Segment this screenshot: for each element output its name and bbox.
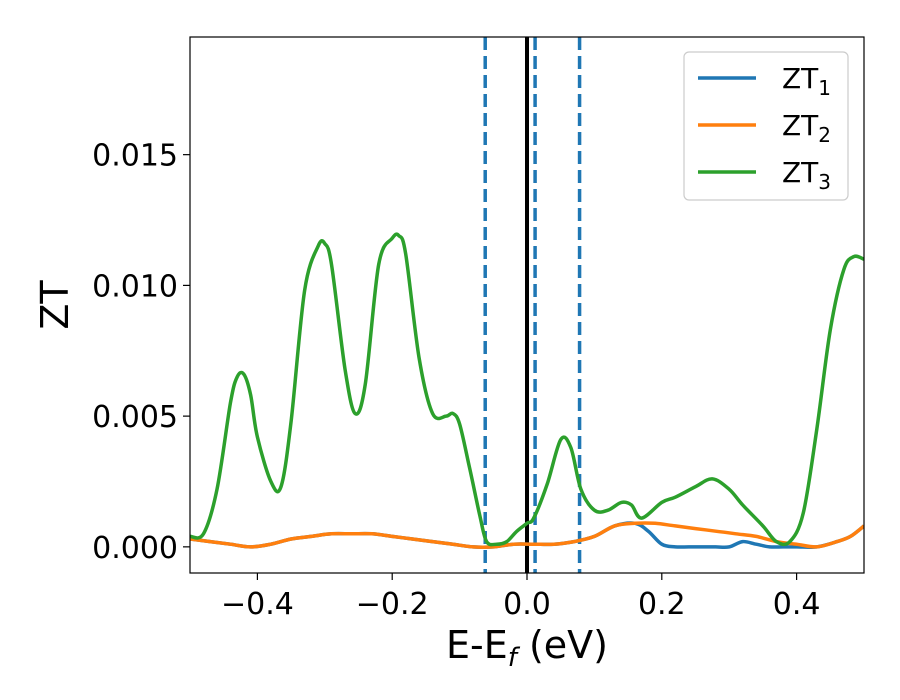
x-tick-label: 0.0	[503, 587, 551, 622]
x-axis-label-main: E-E	[446, 623, 508, 667]
x-axis-label: E-Ef (eV)	[446, 623, 608, 673]
x-tick-label: 0.2	[638, 587, 686, 622]
legend: ZT1 ZT2 ZT3	[683, 51, 849, 201]
x-axis-label-unit: (eV)	[517, 623, 608, 667]
legend-label-zt3: ZT3	[782, 156, 831, 194]
y-tick-label: 0.015	[92, 139, 178, 174]
x-tick-label: −0.4	[221, 587, 294, 622]
y-tick-label: 0.005	[92, 400, 178, 435]
legend-label-zt2: ZT2	[782, 109, 831, 147]
series-lines	[190, 232, 864, 550]
y-tick-label: 0.000	[92, 531, 178, 566]
y-axis-ticks: 0.000 0.005 0.010 0.015	[92, 139, 190, 566]
series-line-zt2	[190, 521, 864, 549]
x-tick-label: −0.2	[356, 587, 429, 622]
x-axis-ticks: −0.4 −0.2 0.0 0.2 0.4	[221, 573, 820, 622]
legend-label-zt1: ZT1	[782, 62, 831, 100]
legend-frame	[683, 51, 849, 201]
y-tick-label: 0.010	[92, 269, 178, 304]
series-line-zt3	[190, 232, 864, 547]
y-axis-label: ZT	[33, 280, 77, 330]
x-tick-label: 0.4	[773, 587, 821, 622]
